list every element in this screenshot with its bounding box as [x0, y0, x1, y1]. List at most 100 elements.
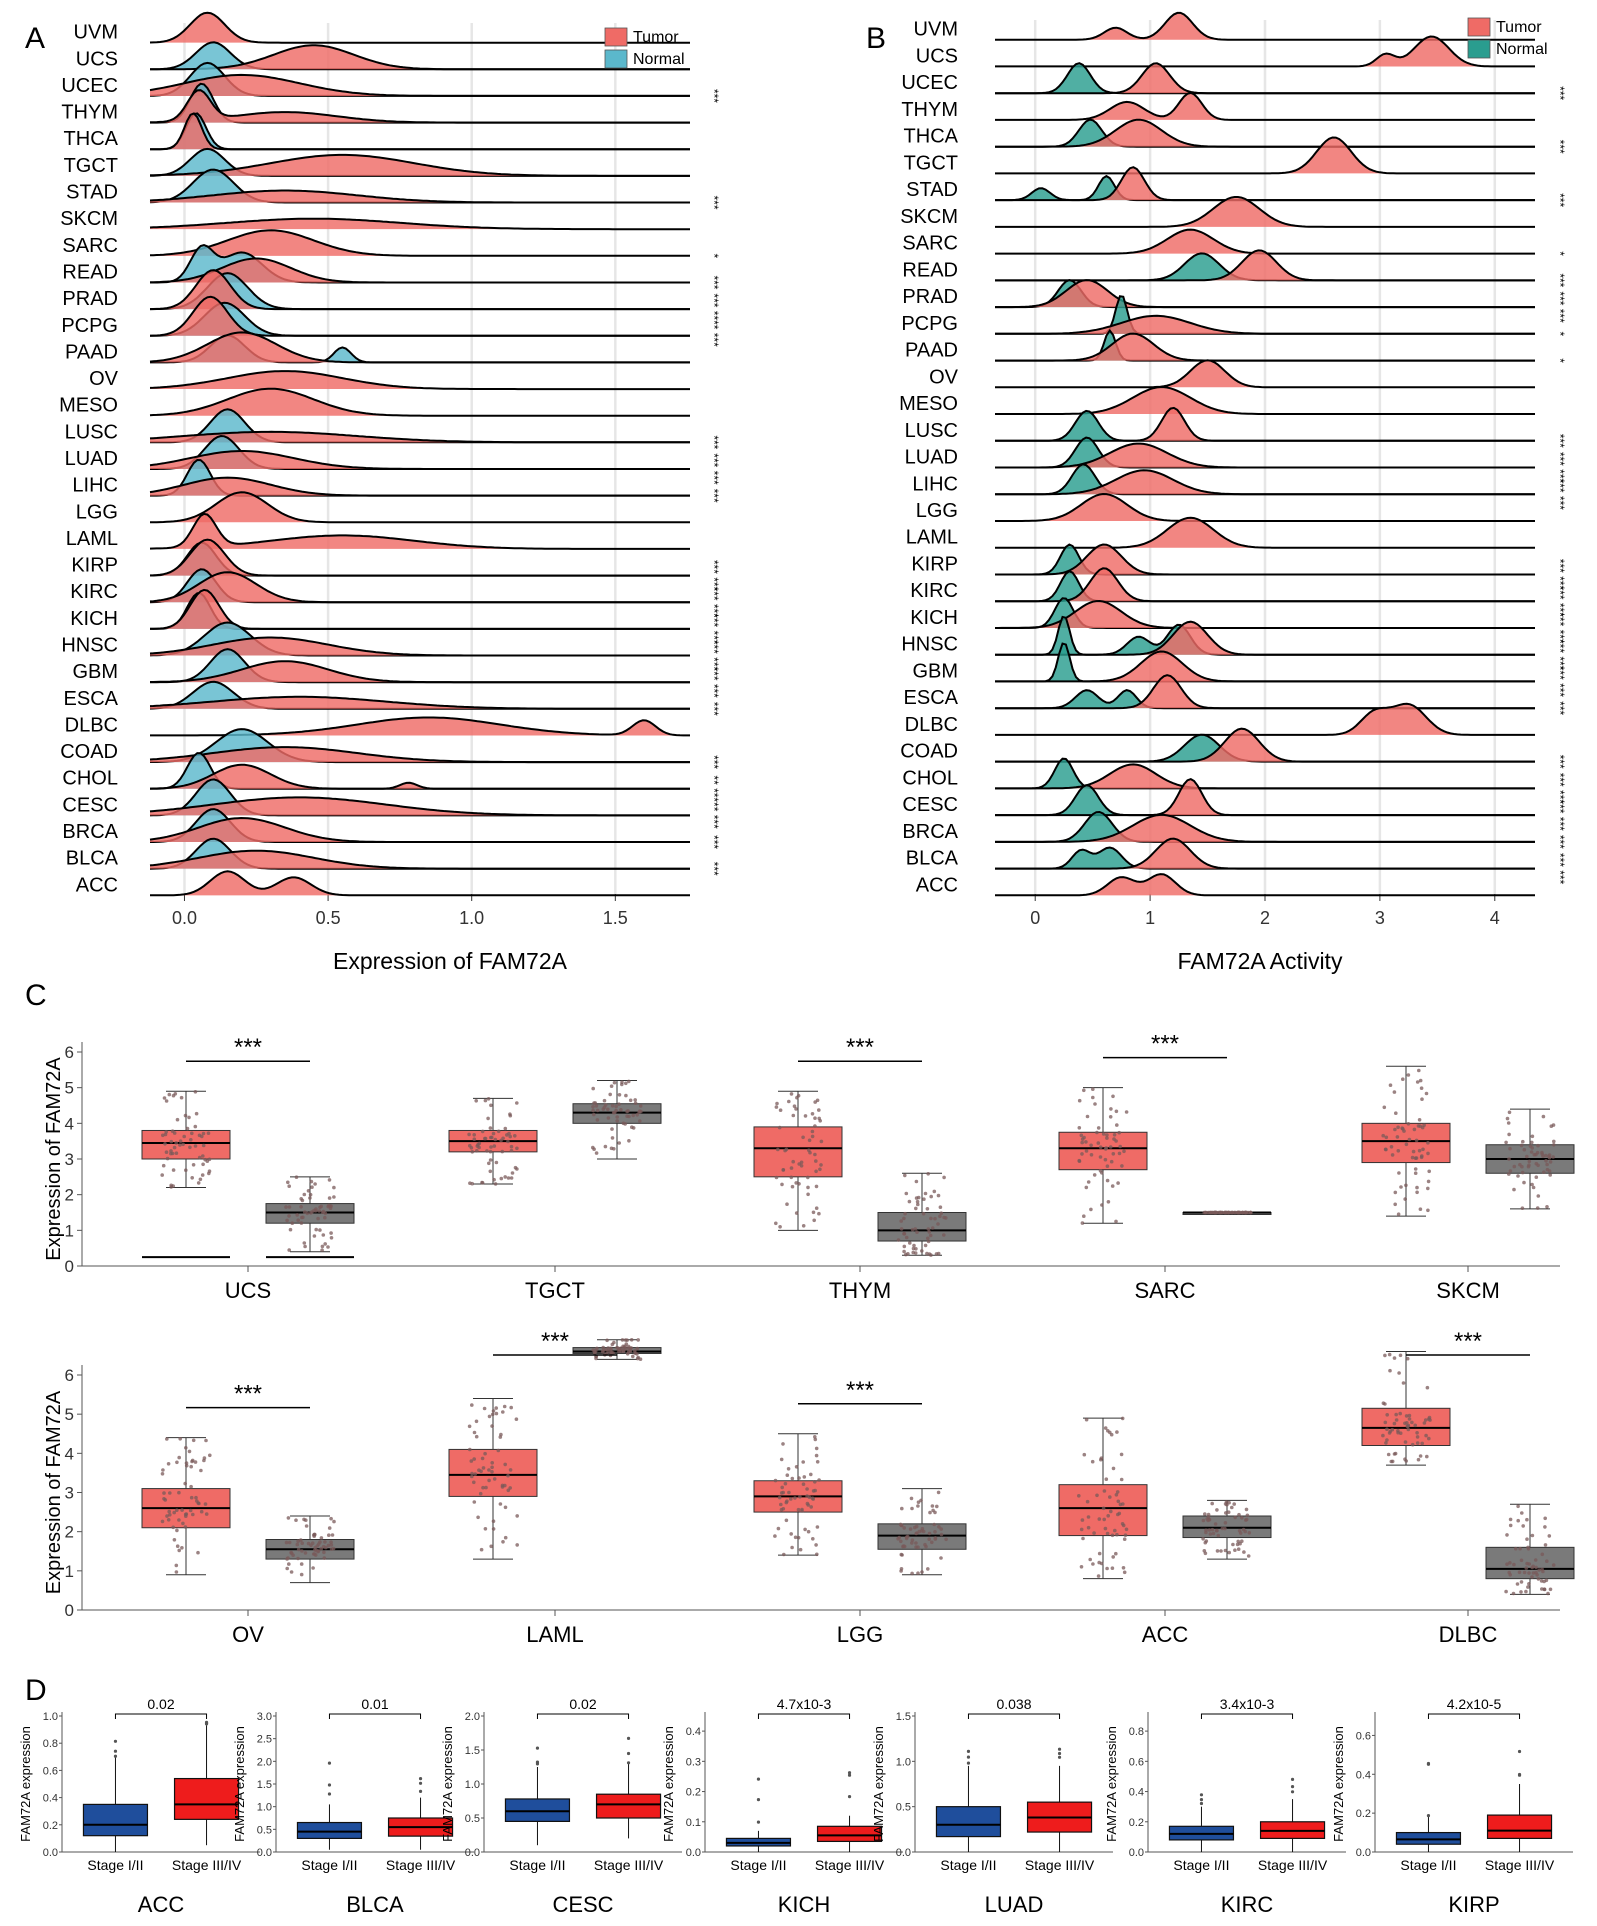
- p-value-bracket: [114, 1713, 208, 1719]
- data-point: [1216, 1533, 1221, 1538]
- data-point: [484, 1485, 488, 1490]
- data-point: [1418, 1207, 1423, 1211]
- tumor-density: [150, 90, 690, 123]
- data-point: [775, 1101, 779, 1106]
- x-category-label: Stage I/II: [301, 1857, 357, 1873]
- data-point: [1407, 1417, 1412, 1421]
- y-tick-label: 0.3: [686, 1756, 701, 1768]
- data-point: [177, 1455, 181, 1460]
- data-point: [169, 1149, 173, 1153]
- data-point: [1404, 1414, 1409, 1418]
- data-point: [1089, 1143, 1093, 1148]
- tumor-density-outline: [149, 538, 690, 577]
- data-point: [1244, 1517, 1249, 1522]
- y-tick-label: 0.4: [43, 1793, 58, 1805]
- data-point: [489, 1135, 493, 1140]
- data-point: [319, 1536, 324, 1540]
- data-point: [1099, 1457, 1103, 1462]
- data-point: [514, 1417, 519, 1421]
- significance-label: ***: [707, 196, 721, 210]
- data-point: [615, 1345, 619, 1350]
- data-point: [294, 1175, 299, 1179]
- ridge-row-acc: ACC: [916, 873, 1535, 896]
- tumor-density-outline: [995, 91, 1535, 121]
- tumor-density-outline: [149, 229, 690, 257]
- data-point: [1530, 1182, 1534, 1187]
- data-point: [913, 1251, 918, 1255]
- plot-title: KIRC: [1221, 1892, 1274, 1917]
- data-point: [311, 1566, 315, 1570]
- y-tick-label: 0.4: [1129, 1787, 1144, 1799]
- significance-label: ***: [707, 835, 721, 849]
- data-point: [490, 1424, 494, 1428]
- x-category-label: Stage I/II: [730, 1857, 786, 1873]
- data-point: [1104, 1477, 1109, 1481]
- data-point: [1224, 1511, 1228, 1515]
- data-point: [1524, 1566, 1529, 1570]
- y-axis-title: Expression of FAM72A: [43, 1390, 65, 1594]
- data-point: [185, 1126, 190, 1131]
- data-point: [600, 1349, 605, 1354]
- data-point: [1508, 1517, 1513, 1522]
- data-point: [773, 1478, 778, 1483]
- data-point: [1504, 1140, 1508, 1145]
- data-point: [789, 1092, 794, 1096]
- row-label: LUAD: [905, 447, 958, 469]
- tumor-density: [150, 764, 690, 789]
- data-point: [1507, 1172, 1511, 1176]
- row-label: BLCA: [66, 848, 119, 870]
- data-point: [478, 1491, 483, 1496]
- y-tick-label: 1.0: [465, 1779, 480, 1791]
- y-tick-label: 1.5: [465, 1745, 480, 1757]
- data-point: [332, 1185, 336, 1190]
- data-point: [468, 1181, 472, 1185]
- p-value-label: 0.02: [569, 1696, 596, 1712]
- data-point: [284, 1205, 288, 1209]
- data-point: [469, 1146, 474, 1150]
- tumor-density: [995, 250, 1535, 281]
- data-point: [183, 1481, 187, 1486]
- data-point: [1246, 1554, 1251, 1558]
- stage-late-box: [816, 1825, 883, 1843]
- data-point: [810, 1112, 815, 1116]
- data-point: [1535, 1573, 1539, 1577]
- data-point: [623, 1122, 627, 1126]
- data-point: [474, 1434, 479, 1439]
- data-point: [174, 1141, 178, 1145]
- data-point: [1091, 1562, 1095, 1566]
- data-point: [1535, 1206, 1540, 1210]
- data-point: [483, 1451, 487, 1456]
- data-point: [776, 1147, 780, 1152]
- data-point: [489, 1544, 494, 1549]
- data-point: [927, 1230, 931, 1234]
- data-point: [202, 1458, 206, 1463]
- data-point: [934, 1252, 939, 1256]
- data-point: [612, 1340, 616, 1345]
- data-point: [807, 1138, 812, 1143]
- x-category-label: UCS: [225, 1278, 271, 1303]
- data-point: [472, 1480, 476, 1485]
- data-point: [166, 1518, 171, 1522]
- y-tick-label: 0.6: [1356, 1730, 1371, 1742]
- data-point: [942, 1215, 946, 1220]
- data-point: [199, 1468, 203, 1473]
- tumor-density: [150, 451, 690, 469]
- tumor-density-outline: [995, 442, 1535, 469]
- tumor-density: [995, 280, 1535, 308]
- ridge-row-hnsc: HNSC *** ***: [901, 615, 1567, 671]
- data-point: [1422, 1421, 1427, 1425]
- data-point: [774, 1105, 779, 1109]
- tumor-density-outline: [995, 196, 1535, 228]
- data-point: [628, 1098, 633, 1103]
- row-label: THCA: [64, 128, 119, 150]
- data-point: [1082, 1088, 1086, 1093]
- data-point: [1545, 1162, 1549, 1167]
- data-point: [482, 1406, 487, 1411]
- y-tick-label: 4: [65, 1114, 74, 1133]
- data-point: [1401, 1077, 1405, 1081]
- data-point: [1524, 1589, 1528, 1594]
- data-point: [815, 1098, 820, 1103]
- data-point: [921, 1211, 926, 1216]
- ridge-row-kirp: KIRP *** ***: [911, 543, 1567, 590]
- tumor-density: [995, 764, 1535, 789]
